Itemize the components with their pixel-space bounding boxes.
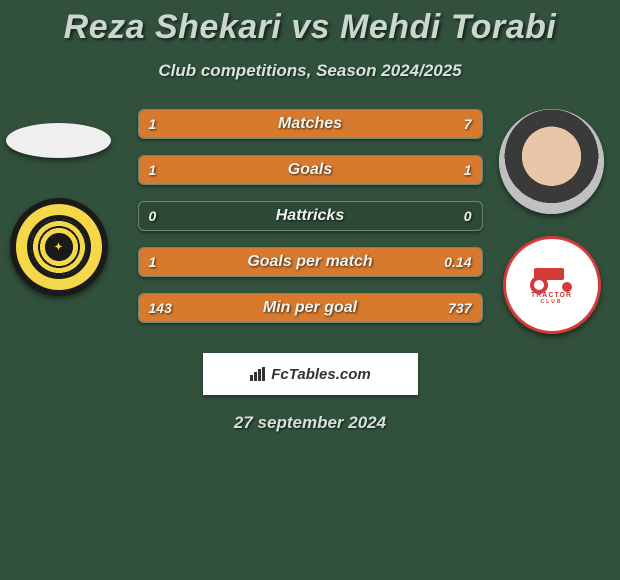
club-badge-right: TRACTOR CLUB xyxy=(503,236,601,334)
stat-row: 00Hattricks xyxy=(138,201,483,231)
player-left-photo-placeholder xyxy=(6,123,111,158)
tractor-icon xyxy=(530,266,574,292)
site-name: FcTables.com xyxy=(271,366,370,383)
date-line: 27 september 2024 xyxy=(0,413,620,433)
stat-label: Goals xyxy=(139,156,482,184)
club-badge-left-rings: ✦ xyxy=(27,215,91,279)
club-right-sub: CLUB xyxy=(541,299,563,305)
site-attribution: FcTables.com xyxy=(203,353,418,395)
page-title: Reza Shekari vs Mehdi Torabi xyxy=(0,8,620,47)
stats-bars: 17Matches 11Goals 00Hattricks 10.14Goals pe… xyxy=(138,109,483,339)
player-left-column: ✦ xyxy=(6,109,111,296)
comparison-content: ✦ 17Matches 11Goals 00Hattricks 10.14Goals … xyxy=(0,109,620,339)
face-icon xyxy=(499,109,604,214)
club-badge-right-inner: TRACTOR CLUB xyxy=(517,250,587,320)
page-subtitle: Club competitions, Season 2024/2025 xyxy=(0,61,620,81)
stat-label: Matches xyxy=(139,110,482,138)
stat-row: 11Goals xyxy=(138,155,483,185)
club-badge-left-core: ✦ xyxy=(45,233,73,261)
stat-label: Hattricks xyxy=(139,202,482,230)
barchart-icon xyxy=(249,367,267,381)
player-right-column: TRACTOR CLUB xyxy=(499,109,604,334)
stat-label: Min per goal xyxy=(139,294,482,322)
stat-label: Goals per match xyxy=(139,248,482,276)
player-right-photo xyxy=(499,109,604,214)
site-logo: FcTables.com xyxy=(249,366,370,383)
stat-row: 10.14Goals per match xyxy=(138,247,483,277)
stat-row: 17Matches xyxy=(138,109,483,139)
header: Reza Shekari vs Mehdi Torabi Club compet… xyxy=(0,0,620,81)
stat-row: 143737Min per goal xyxy=(138,293,483,323)
club-badge-left: ✦ xyxy=(10,198,108,296)
